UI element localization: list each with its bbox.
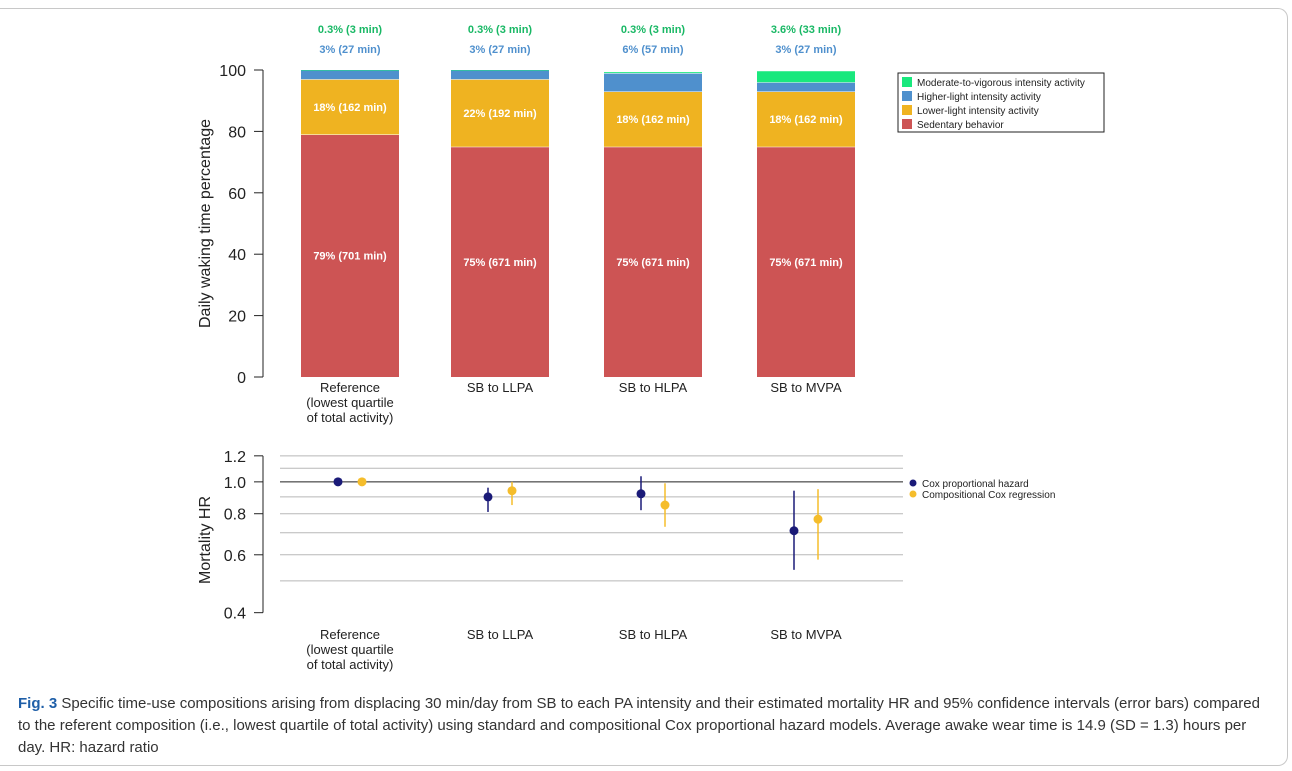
bar-category-label: Reference: [320, 380, 380, 395]
bar-segment-label: 18% (162 min): [769, 114, 843, 126]
bar-segment: [451, 146, 549, 377]
bar-segment-label: 75% (671 min): [463, 257, 537, 269]
hr-y-tick-label: 1.2: [224, 449, 246, 466]
bar-legend-swatch: [902, 77, 912, 87]
bar-top-label-hlpa: 3% (27 min): [775, 44, 836, 56]
figure-caption: Fig. 3 Specific time-use compositions ar…: [18, 693, 1268, 759]
stacked-bar-chart: 0 20 40 60 80 100 Daily waking time percentage…: [197, 24, 1105, 425]
bar-top-label-mvpa: 3.6% (33 min): [771, 24, 842, 36]
hr-point: [636, 489, 646, 499]
bar-top-label-hlpa: 6% (57 min): [622, 44, 683, 56]
hr-category-label: SB to HLPA: [619, 627, 688, 642]
bar-top-label-mvpa: 0.3% (3 min): [318, 24, 383, 36]
bar-segment: [451, 70, 549, 71]
hr-y-tick-label: 0.8: [224, 507, 246, 524]
bar-y-tick-label: 60: [228, 186, 246, 203]
bar-top-label-mvpa: 0.3% (3 min): [621, 24, 686, 36]
hr-point: [507, 486, 517, 496]
hr-point: [357, 477, 367, 487]
bar-category-label: SB to LLPA: [467, 380, 534, 395]
hr-point: [333, 477, 343, 487]
hr-legend-marker: [909, 479, 917, 487]
bar-segment: [604, 72, 702, 74]
bar-segment: [301, 70, 399, 80]
bar-segment-label: 79% (701 min): [313, 251, 387, 263]
bar-legend-label: Moderate-to-vigorous intensity activity: [917, 78, 1085, 89]
bar-y-tick-label: 20: [228, 309, 246, 326]
figure-charts: 0 20 40 60 80 100 Daily waking time percentage…: [197, 24, 1105, 672]
bar-top-label-hlpa: 3% (27 min): [469, 44, 530, 56]
bar-y-tick-label: 100: [219, 63, 246, 80]
bar-segment: [604, 146, 702, 377]
hr-category-label: Reference: [320, 627, 380, 642]
hr-point: [789, 526, 799, 536]
bar-segment-label: 22% (192 min): [463, 108, 537, 120]
mortality-hr-chart: 0.4 0.6 0.8 1.0 1.2 Mortality HR Reference(low…: [197, 449, 1055, 672]
hr-point: [660, 500, 670, 510]
bar-category-label: SB to HLPA: [619, 380, 688, 395]
figure-frame: [0, 8, 1288, 766]
bar-y-tick-label: 80: [228, 124, 246, 141]
bar-y-axis-title: Daily waking time percentage: [197, 119, 214, 328]
bar-segment: [301, 134, 399, 377]
bar-legend-swatch: [902, 91, 912, 101]
bar-category-label: (lowest quartile: [306, 395, 393, 410]
hr-y-tick-label: 0.6: [224, 548, 246, 565]
bar-segment-label: 75% (671 min): [616, 257, 690, 269]
caption-text: Specific time-use compositions arising f…: [18, 695, 1260, 756]
hr-y-axis-title: Mortality HR: [197, 496, 214, 584]
bar-legend-swatch: [902, 105, 912, 115]
hr-legend-label: Cox proportional hazard: [922, 479, 1029, 490]
hr-category-label: SB to LLPA: [467, 627, 534, 642]
bar-segment: [757, 71, 855, 83]
hr-category-label: SB to MVPA: [770, 627, 842, 642]
bar-legend-box: [897, 72, 1105, 133]
bar-segment: [451, 70, 549, 80]
bar-segment-label: 18% (162 min): [616, 114, 690, 126]
hr-legend-label: Compositional Cox regression: [922, 490, 1055, 501]
caption-label: Fig. 3: [18, 695, 58, 712]
bar-segment: [301, 70, 399, 71]
bar-segment: [604, 73, 702, 92]
bar-top-label-hlpa: 3% (27 min): [319, 44, 380, 56]
bar-segment: [757, 82, 855, 92]
bar-legend-label: Sedentary behavior: [917, 120, 1004, 131]
hr-point: [483, 492, 493, 502]
bar-segment-label: 18% (162 min): [313, 102, 387, 114]
hr-y-tick-label: 0.4: [224, 606, 246, 623]
bar-segment: [604, 91, 702, 147]
bar-y-tick-label: 40: [228, 247, 246, 264]
bar-category-label: SB to MVPA: [770, 380, 842, 395]
hr-category-label: (lowest quartile: [306, 642, 393, 657]
hr-point: [813, 514, 823, 524]
bar-y-tick-label: 0: [237, 370, 246, 387]
hr-category-label: of total activity): [307, 657, 394, 672]
bar-top-label-mvpa: 0.3% (3 min): [468, 24, 533, 36]
bar-segment-label: 75% (671 min): [769, 257, 843, 269]
bar-category-label: of total activity): [307, 410, 394, 425]
bar-segment: [301, 79, 399, 135]
bar-segment: [757, 91, 855, 147]
bar-legend-label: Higher-light intensity activity: [917, 92, 1041, 103]
bar-legend-label: Lower-light intensity activity: [917, 106, 1039, 117]
hr-legend-marker: [909, 490, 917, 498]
bar-legend-swatch: [902, 119, 912, 129]
hr-y-tick-label: 1.0: [224, 475, 246, 492]
bar-segment: [757, 146, 855, 377]
bar-segment: [451, 79, 549, 147]
